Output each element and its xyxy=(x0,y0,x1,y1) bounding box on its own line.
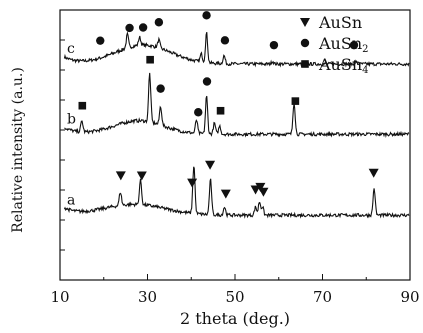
series-c-marker-0 xyxy=(96,36,105,45)
series-b-marker-5 xyxy=(216,106,225,115)
x-tick-label-1: 30 xyxy=(138,288,157,306)
series-a-line xyxy=(63,166,410,219)
series-a-marker-7 xyxy=(258,187,269,197)
x-axis-label: 2 theta (deg.) xyxy=(180,309,290,328)
legend-marker-0 xyxy=(300,18,310,27)
series-c-marker-5 xyxy=(220,36,230,45)
series-layer: c b a xyxy=(63,31,410,219)
legend-label-1: AuSn2 xyxy=(318,34,369,55)
legend-label-0: AuSn xyxy=(318,13,362,32)
series-a-marker-5 xyxy=(250,185,261,195)
series-a-marker-2 xyxy=(187,178,198,188)
series-a-marker-3 xyxy=(205,160,216,170)
series-c-marker-6 xyxy=(269,40,279,50)
tick-layer: 10 30 50 70 90 xyxy=(50,39,420,306)
series-a-marker-0 xyxy=(115,171,126,181)
series-c-label: c xyxy=(67,41,75,57)
series-c-marker-4 xyxy=(202,11,211,20)
legend-marker-1 xyxy=(300,38,310,48)
series-b-marker-3 xyxy=(194,108,203,117)
y-axis-label: Relative intensity (a.u.) xyxy=(10,67,26,233)
series-b-marker-2 xyxy=(156,84,165,93)
series-b-line xyxy=(64,72,410,138)
x-tick-label-3: 70 xyxy=(313,288,332,306)
x-tick-label-2: 50 xyxy=(225,288,244,306)
series-b-marker-4 xyxy=(202,77,212,86)
series-a-marker-8 xyxy=(368,168,379,178)
series-c-marker-3 xyxy=(154,18,164,27)
legend-marker-2 xyxy=(301,60,309,68)
series-b-marker-6 xyxy=(291,97,300,105)
series-c-marker-7 xyxy=(349,40,359,50)
legend-label-2: AuSn4 xyxy=(318,55,369,76)
series-a-label: a xyxy=(67,192,75,208)
series-b-marker-1 xyxy=(146,55,154,64)
x-tick-label-4: 90 xyxy=(400,288,419,306)
series-b-marker-0 xyxy=(78,101,87,110)
series-a-marker-4 xyxy=(220,189,231,199)
marker-layer xyxy=(78,11,379,199)
series-b-label: b xyxy=(67,111,76,127)
series-c-line xyxy=(63,31,410,68)
x-tick-label-0: 10 xyxy=(50,288,69,306)
series-a-marker-1 xyxy=(136,171,147,181)
series-a-marker-6 xyxy=(255,182,266,192)
series-c-marker-2 xyxy=(138,23,148,32)
series-c-marker-1 xyxy=(125,23,134,33)
